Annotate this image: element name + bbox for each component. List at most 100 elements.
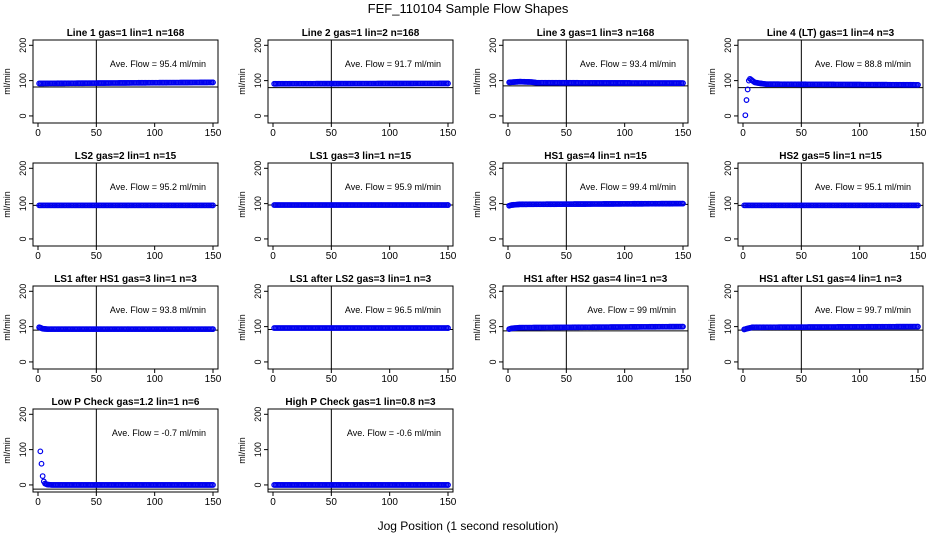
y-axis-label: ml/min: [472, 191, 482, 218]
x-tick-label: 50: [326, 374, 338, 385]
y-axis-label: ml/min: [472, 68, 482, 95]
x-tick-label: 0: [270, 497, 276, 508]
x-tick-label: 50: [91, 251, 103, 262]
panel-frame: [737, 39, 924, 124]
x-tick-label: 50: [561, 374, 573, 385]
y-tick-label: 0: [723, 359, 733, 364]
x-tick-label: 150: [675, 374, 692, 385]
data-point: [743, 97, 750, 103]
x-tick-label: 150: [440, 128, 457, 139]
y-tick-label: 200: [723, 284, 733, 299]
panel-title: HS1 gas=4 lin=1 n=15: [544, 151, 647, 162]
y-tick-label: 100: [18, 442, 28, 457]
panel-frame: [502, 285, 689, 370]
data-point: [445, 325, 451, 331]
figure-x-axis-label: Jog Position (1 second resolution): [377, 519, 559, 533]
y-axis-label: ml/min: [237, 68, 247, 95]
y-tick-label: 200: [18, 38, 28, 53]
panel-title: LS1 gas=3 lin=1 n=15: [310, 151, 412, 162]
y-tick-label: 100: [253, 319, 263, 334]
panel-title: HS1 after HS2 gas=4 lin=1 n=3: [524, 274, 668, 285]
panel-frame: [32, 285, 219, 370]
panel-title: Line 2 gas=1 lin=2 n=168: [302, 28, 420, 39]
x-tick-label: 50: [326, 128, 338, 139]
y-axis-label: ml/min: [237, 191, 247, 218]
panel-12: HS1 after LS1 gas=4 lin=1 n=3 0 50 100 150 0 1…: [707, 274, 927, 385]
x-tick-label: 100: [146, 374, 163, 385]
y-tick-label: 200: [488, 38, 498, 53]
y-tick-label: 200: [488, 284, 498, 299]
panel-frame: [32, 408, 219, 493]
panel-5: LS2 gas=2 lin=1 n=15 0 50 100 150 0 100 200 ml/m…: [2, 151, 222, 262]
average-flow-annotation: Ave. Flow = 93.4 ml/min: [580, 59, 676, 69]
average-flow-annotation: Ave. Flow = -0.6 ml/min: [347, 428, 441, 438]
x-tick-label: 150: [910, 374, 927, 385]
x-tick-label: 100: [851, 251, 868, 262]
panel-1: Line 1 gas=1 lin=1 n=168 0 50 100 150 0 100 200…: [2, 28, 222, 139]
x-tick-label: 0: [270, 128, 276, 139]
y-axis-label: ml/min: [472, 314, 482, 341]
y-tick-label: 100: [253, 196, 263, 211]
x-tick-label: 50: [91, 497, 103, 508]
x-tick-label: 0: [505, 251, 511, 262]
y-axis-label: ml/min: [237, 314, 247, 341]
data-point: [742, 112, 749, 119]
y-tick-label: 0: [488, 359, 498, 364]
y-tick-label: 200: [253, 407, 263, 422]
average-flow-annotation: Ave. Flow = 95.9 ml/min: [345, 182, 441, 192]
average-flow-annotation: Ave. Flow = 99.7 ml/min: [815, 305, 911, 315]
data-point: [37, 448, 44, 455]
x-tick-label: 0: [740, 128, 746, 139]
x-tick-label: 50: [561, 128, 573, 139]
x-tick-label: 150: [205, 374, 222, 385]
y-tick-label: 0: [723, 113, 733, 118]
y-axis-label: ml/min: [2, 314, 12, 341]
y-axis-label: ml/min: [707, 191, 717, 218]
x-tick-label: 100: [616, 374, 633, 385]
data-point: [445, 482, 451, 488]
x-tick-label: 50: [796, 128, 808, 139]
x-tick-label: 150: [205, 251, 222, 262]
average-flow-annotation: Ave. Flow = 96.5 ml/min: [345, 305, 441, 315]
panel-title: Line 4 (LT) gas=1 lin=4 n=3: [767, 28, 895, 39]
data-point: [744, 86, 751, 93]
y-tick-label: 100: [488, 196, 498, 211]
x-tick-label: 150: [440, 251, 457, 262]
y-tick-label: 0: [18, 359, 28, 364]
figure-title: FEF_110104 Sample Flow Shapes: [367, 1, 569, 16]
y-tick-label: 100: [723, 319, 733, 334]
panel-13: Low P Check gas=1.2 lin=1 n=6 0 50 100 150 0 1…: [2, 397, 222, 508]
panel-2: Line 2 gas=1 lin=2 n=168 0 50 100 150 0 100 200…: [237, 28, 457, 139]
panel-title: LS2 gas=2 lin=1 n=15: [75, 151, 177, 162]
x-tick-label: 0: [35, 128, 41, 139]
data-point: [38, 460, 45, 467]
data-point: [680, 323, 686, 330]
x-tick-label: 150: [440, 497, 457, 508]
x-tick-label: 100: [146, 128, 163, 139]
panel-14: High P Check gas=1 lin=0.8 n=3 0 50 100 150 0…: [237, 397, 457, 508]
data-point: [680, 80, 686, 86]
x-tick-label: 150: [440, 374, 457, 385]
y-tick-label: 0: [18, 482, 28, 487]
panel-8: HS2 gas=5 lin=1 n=15 0 50 100 150 0 100 200 ml/m…: [707, 151, 927, 262]
x-tick-label: 0: [505, 374, 511, 385]
y-tick-label: 0: [253, 113, 263, 118]
y-tick-label: 100: [18, 319, 28, 334]
panel-frame: [32, 162, 219, 247]
x-tick-label: 100: [381, 374, 398, 385]
y-axis-label: ml/min: [707, 314, 717, 341]
x-tick-label: 100: [146, 251, 163, 262]
x-tick-label: 50: [326, 251, 338, 262]
x-tick-label: 0: [740, 374, 746, 385]
x-tick-label: 0: [270, 251, 276, 262]
y-tick-label: 0: [18, 113, 28, 118]
x-tick-label: 0: [740, 251, 746, 262]
panel-title: HS1 after LS1 gas=4 lin=1 n=3: [759, 274, 902, 285]
x-tick-label: 150: [675, 128, 692, 139]
y-tick-label: 0: [18, 236, 28, 241]
y-tick-label: 0: [253, 482, 263, 487]
average-flow-annotation: Ave. Flow = -0.7 ml/min: [112, 428, 206, 438]
panel-frame: [737, 285, 924, 370]
x-tick-label: 50: [91, 374, 103, 385]
panel-4: Line 4 (LT) gas=1 lin=4 n=3 0 50 100 150 0 100…: [707, 28, 927, 139]
